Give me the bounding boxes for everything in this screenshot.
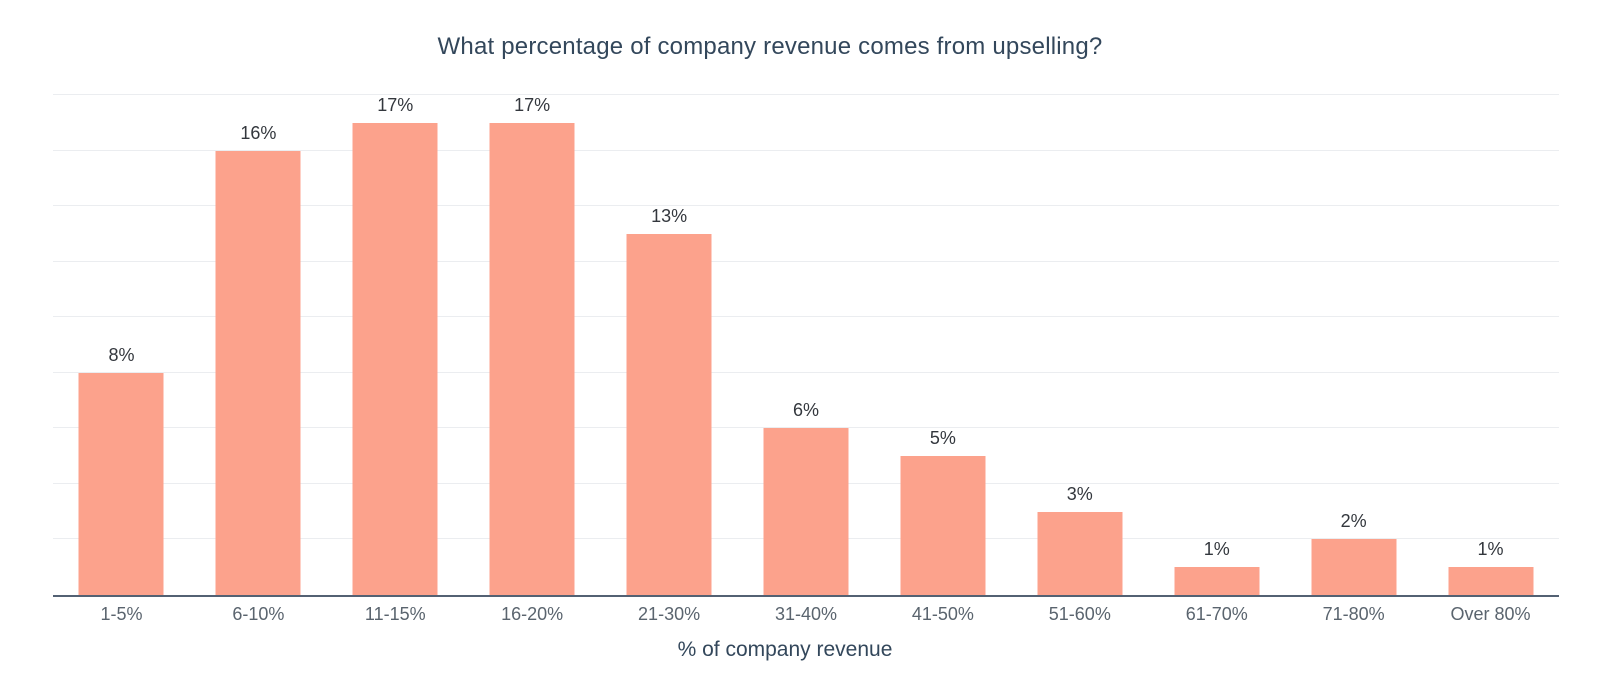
bar-group: 13% 21-30% [601,95,738,624]
bar-value-label: 1% [1477,539,1504,560]
bar-Over 80% [1448,567,1534,595]
x-tick-label: 6-10% [232,604,285,624]
bar-value-label: 17% [377,94,414,115]
x-tick-label: Over 80% [1450,604,1531,624]
bar-value-label: 3% [1066,483,1093,504]
bar-group: 2% 71-80% [1285,95,1422,624]
bar-group: 17% 11-15% [327,94,464,624]
x-axis-title: % of company revenue [677,638,893,661]
bar-value-label: 13% [651,205,688,226]
bar-51-60% [1037,511,1123,595]
bar-61-70% [1174,567,1260,595]
gridline [53,149,1559,151]
bar-group: 1% Over 80% [1422,95,1559,624]
plot-area: 8% 1-5% 16% 6-10% 17% 11-15% 17% 16-20% 13% 21-30… [53,94,1559,624]
bar-21-30% [626,233,712,595]
bar-16-20% [489,122,575,595]
bar-value-label: 16% [240,122,277,143]
gridline [53,427,1559,429]
x-tick-label: 16-20% [501,604,564,624]
bar-value-label: 5% [929,428,956,449]
bar-group: 6% 31-40% [738,95,875,624]
bar-group: 8% 1-5% [53,95,190,624]
gridline [53,371,1559,373]
gridline [53,316,1559,318]
bar-6-10% [215,150,301,595]
gridline [53,94,1559,95]
x-tick-label: 51-60% [1048,604,1111,624]
bar-group: 16% 6-10% [190,95,327,624]
bar-value-label: 6% [792,400,819,421]
gridline [53,205,1559,207]
x-tick-label: 21-30% [638,604,701,624]
bar-71-80% [1311,539,1397,595]
x-tick-label: 31-40% [774,604,837,624]
bar-group: 3% 51-60% [1011,95,1148,624]
bar-41-50% [900,456,986,595]
x-tick-label: 61-70% [1185,604,1248,624]
bar-1-5% [78,372,164,595]
bar-value-label: 8% [108,344,135,365]
bar-value-label: 17% [514,94,551,115]
bar-group: 5% 41-50% [874,95,1011,624]
x-tick-label: 11-15% [364,604,426,624]
bar-31-40% [763,428,849,595]
x-tick-label: 41-50% [911,604,974,624]
chart-title: What percentage of company revenue comes… [437,33,1103,60]
bar-value-label: 1% [1203,539,1230,560]
bar-group: 1% 61-70% [1148,95,1285,624]
x-tick-label: 1-5% [100,604,143,624]
x-tick-label: 71-80% [1322,604,1385,624]
bar-group: 17% 16-20% [464,94,601,624]
x-axis-line [53,595,1559,597]
bar-11-15% [352,122,438,595]
bar-value-label: 2% [1340,511,1367,532]
gridline [53,260,1559,262]
